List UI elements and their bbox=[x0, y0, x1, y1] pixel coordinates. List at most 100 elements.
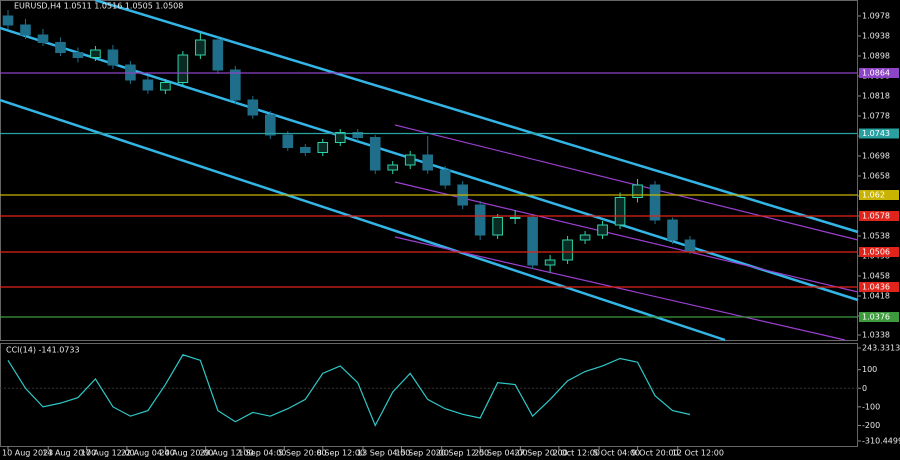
candle-body bbox=[649, 184, 661, 221]
candle-body bbox=[334, 132, 346, 143]
level-label-box bbox=[859, 282, 899, 292]
candle-body bbox=[212, 39, 224, 71]
candle-body bbox=[2, 15, 14, 26]
level-label-text: 1.0743 bbox=[862, 129, 890, 138]
trend-line bbox=[394, 181, 859, 293]
y-tick-label: 100 bbox=[862, 365, 877, 374]
y-tick-label: -200 bbox=[862, 421, 880, 430]
candle-body bbox=[282, 134, 294, 148]
level-label-box bbox=[859, 312, 899, 322]
level-label: 1.0578 bbox=[859, 211, 899, 221]
x-tick-label: 5 Oct 04:00 bbox=[593, 449, 640, 458]
y-tick-label: 1.0778 bbox=[862, 112, 890, 121]
y-tick-label: 1.0698 bbox=[862, 152, 890, 161]
candle-body bbox=[37, 34, 49, 43]
x-tick-label: 12 Oct 12:00 bbox=[672, 449, 724, 458]
indicator-panel bbox=[0, 343, 858, 447]
candle-body bbox=[562, 239, 573, 261]
x-tick-label: 29 Aug 12:00 bbox=[200, 449, 254, 458]
level-label-box bbox=[859, 211, 899, 221]
candle-body bbox=[579, 234, 591, 241]
level-label-text: 1.0376 bbox=[862, 313, 890, 322]
candle-body bbox=[684, 239, 696, 252]
level-label: 1.0743 bbox=[859, 128, 899, 139]
price-panel bbox=[0, 0, 858, 341]
y-tick-label: 1.0458 bbox=[862, 272, 890, 281]
candle-body bbox=[492, 217, 503, 236]
x-tick-label: 5 Sep 20:00 bbox=[278, 449, 326, 458]
level-label: 1.0376 bbox=[859, 312, 899, 322]
candle-body bbox=[439, 169, 451, 186]
indicator-title: CCI(14) -141.0733 bbox=[6, 346, 80, 355]
candle-body bbox=[527, 217, 538, 266]
level-label-text: 1.062 bbox=[862, 191, 885, 200]
candle-body bbox=[20, 24, 31, 36]
x-tick-label: 1 Sep 04:00 bbox=[238, 449, 286, 458]
y-tick-label: 1.0538 bbox=[862, 232, 890, 241]
y-tick-label: 1.0898 bbox=[862, 52, 890, 61]
candle-body bbox=[107, 49, 119, 66]
indicator-line bbox=[7, 354, 691, 427]
x-tick-label: 27 Sep 20:00 bbox=[514, 449, 567, 458]
candle-body bbox=[247, 99, 259, 116]
y-tick-label: -310.4499 bbox=[862, 437, 900, 446]
candle-body bbox=[72, 52, 84, 58]
x-tick-label: 20 Sep 12:00 bbox=[436, 449, 489, 458]
y-tick-label: -100 bbox=[862, 402, 880, 411]
candle-body bbox=[352, 132, 364, 138]
candle-body bbox=[299, 147, 311, 153]
level-label: 1.0436 bbox=[859, 282, 899, 292]
x-tick-label: 2 Oct 12:00 bbox=[553, 449, 600, 458]
y-tick-label: 1.0978 bbox=[862, 12, 890, 21]
x-tick-label: 17 Aug 12:00 bbox=[81, 449, 135, 458]
x-tick-label: 25 Sep 04:00 bbox=[474, 449, 527, 458]
x-tick-label: 10 Aug 2023 bbox=[2, 449, 53, 458]
candle-body bbox=[632, 184, 643, 198]
y-tick-label: 1.0658 bbox=[862, 172, 890, 181]
candle-body bbox=[387, 164, 399, 171]
trend-line bbox=[394, 124, 859, 241]
y-tick-label: 243.3313 bbox=[862, 344, 900, 353]
candle-body bbox=[474, 204, 486, 236]
candle-body bbox=[544, 259, 556, 266]
level-label-text: 1.0864 bbox=[862, 69, 890, 78]
candle-body bbox=[317, 142, 329, 153]
x-tick-label: 15 Sep 20:00 bbox=[395, 449, 448, 458]
candle-body bbox=[230, 69, 241, 101]
candle-body bbox=[142, 79, 154, 91]
candle-body bbox=[160, 82, 171, 91]
candle-body bbox=[509, 217, 521, 219]
candle-body bbox=[177, 54, 189, 83]
chart-title: EURUSD,H4 1.0511 1.0516 1.0505 1.0508 bbox=[14, 2, 183, 11]
y-tick-label: 1.0818 bbox=[862, 92, 890, 101]
channel-upper bbox=[94, 0, 859, 234]
candle-body bbox=[667, 219, 678, 241]
trend-line bbox=[394, 236, 846, 341]
level-label-box bbox=[859, 247, 899, 257]
x-tick-label: 24 Aug 20:00 bbox=[159, 449, 213, 458]
y-tick-label: 1.0938 bbox=[862, 32, 890, 41]
x-tick-label: 9 Oct 20:00 bbox=[632, 449, 679, 458]
candle-body bbox=[404, 154, 416, 166]
level-label-text: 1.0578 bbox=[862, 212, 890, 221]
y-tick-label: 1.0338 bbox=[862, 331, 890, 340]
level-label: 1.0506 bbox=[859, 247, 899, 257]
level-label-box bbox=[859, 128, 899, 139]
candle-body bbox=[369, 137, 381, 171]
x-tick-label: 14 Aug 20:00 bbox=[42, 449, 96, 458]
candle-body bbox=[195, 39, 206, 56]
channel-lower bbox=[0, 98, 726, 342]
level-label-text: 1.0506 bbox=[862, 248, 890, 257]
level-label-box bbox=[859, 190, 899, 200]
candle-body bbox=[422, 154, 434, 171]
y-tick-label: 1.0418 bbox=[862, 292, 890, 301]
y-tick-label: 0 bbox=[862, 384, 867, 393]
x-tick-label: 22 Aug 04:00 bbox=[121, 449, 175, 458]
x-tick-label: 8 Sep 12:00 bbox=[317, 449, 365, 458]
level-label: 1.0864 bbox=[859, 68, 899, 78]
candle-body bbox=[90, 49, 101, 58]
candle-body bbox=[597, 224, 608, 236]
candle-body bbox=[614, 197, 626, 226]
candle-body bbox=[55, 42, 66, 53]
